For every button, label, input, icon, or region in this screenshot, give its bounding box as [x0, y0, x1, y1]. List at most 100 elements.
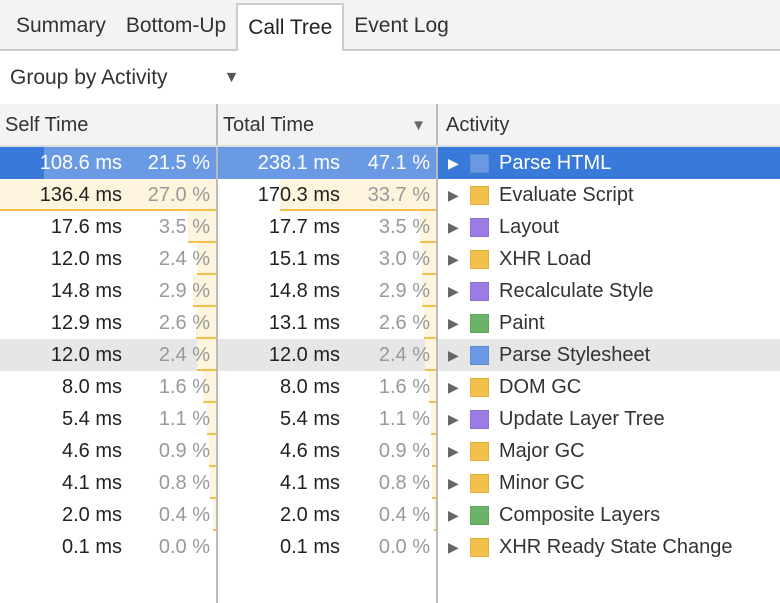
group-by-select[interactable]: Group by Activity ▼	[0, 51, 780, 104]
total-time-value: 15.1 ms	[218, 243, 340, 275]
table-row[interactable]: 8.0 ms 1.6 % 8.0 ms 1.6 % ▶ DOM GC	[0, 371, 780, 403]
self-time-percent: 1.1 %	[138, 403, 210, 435]
table-row[interactable]: 12.0 ms 2.4 % 12.0 ms 2.4 % ▶ Parse Styl…	[0, 339, 780, 371]
tab-bottom-up[interactable]: Bottom-Up	[116, 3, 236, 49]
table-row[interactable]: 4.1 ms 0.8 % 4.1 ms 0.8 % ▶ Minor GC	[0, 467, 780, 499]
category-color-swatch	[470, 538, 489, 557]
category-color-swatch	[470, 506, 489, 525]
total-time-percent: 33.7 %	[358, 179, 430, 211]
column-header-self-time[interactable]: Self Time	[0, 104, 218, 145]
activity-cell: ▶ XHR Ready State Change	[438, 531, 780, 563]
total-time-percent: 2.6 %	[358, 307, 430, 339]
tab-call-tree[interactable]: Call Tree	[236, 3, 344, 51]
expand-triangle-icon[interactable]: ▶	[448, 211, 470, 243]
self-time-percent: 27.0 %	[138, 179, 210, 211]
category-color-swatch	[470, 218, 489, 237]
expand-triangle-icon[interactable]: ▶	[448, 275, 470, 307]
self-time-percent: 2.4 %	[138, 339, 210, 371]
activity-cell: ▶ Update Layer Tree	[438, 403, 780, 435]
self-time-percent: 1.6 %	[138, 371, 210, 403]
total-time-percent: 3.5 %	[358, 211, 430, 243]
self-time-value: 17.6 ms	[0, 211, 122, 243]
total-time-bar	[434, 499, 436, 531]
column-header-total-time[interactable]: Total Time▼	[218, 104, 438, 145]
expand-triangle-icon[interactable]: ▶	[448, 499, 470, 531]
activity-name: Recalculate Style	[499, 275, 654, 307]
self-time-value: 2.0 ms	[0, 499, 122, 531]
expand-triangle-icon[interactable]: ▶	[448, 403, 470, 435]
table-row[interactable]: 17.6 ms 3.5 % 17.7 ms 3.5 % ▶ Layout	[0, 211, 780, 243]
total-time-cell: 13.1 ms 2.6 %	[218, 307, 438, 339]
total-time-percent: 0.4 %	[358, 499, 430, 531]
self-time-value: 136.4 ms	[0, 179, 122, 211]
tab-summary[interactable]: Summary	[6, 3, 116, 49]
activity-cell: ▶ DOM GC	[438, 371, 780, 403]
self-time-cell: 4.6 ms 0.9 %	[0, 435, 218, 467]
expand-triangle-icon[interactable]: ▶	[448, 243, 470, 275]
table-row[interactable]: 2.0 ms 0.4 % 2.0 ms 0.4 % ▶ Composite La…	[0, 499, 780, 531]
tab-bar: Summary Bottom-Up Call Tree Event Log	[0, 0, 780, 51]
category-color-swatch	[470, 346, 489, 365]
total-time-percent: 1.6 %	[358, 371, 430, 403]
table-row[interactable]: 0.1 ms 0.0 % 0.1 ms 0.0 % ▶ XHR Ready St…	[0, 531, 780, 563]
total-time-value: 4.1 ms	[218, 467, 340, 499]
activity-cell: ▶ Minor GC	[438, 467, 780, 499]
total-time-percent: 3.0 %	[358, 243, 430, 275]
total-time-cell: 170.3 ms 33.7 %	[218, 179, 438, 211]
total-time-cell: 4.1 ms 0.8 %	[218, 467, 438, 499]
self-time-value: 14.8 ms	[0, 275, 122, 307]
table-row[interactable]: 4.6 ms 0.9 % 4.6 ms 0.9 % ▶ Major GC	[0, 435, 780, 467]
category-color-swatch	[470, 282, 489, 301]
expand-triangle-icon[interactable]: ▶	[448, 339, 470, 371]
expand-triangle-icon[interactable]: ▶	[448, 179, 470, 211]
activity-cell: ▶ Evaluate Script	[438, 179, 780, 211]
total-time-cell: 14.8 ms 2.9 %	[218, 275, 438, 307]
total-time-value: 5.4 ms	[218, 403, 340, 435]
self-time-value: 0.1 ms	[0, 531, 122, 563]
self-time-percent: 2.4 %	[138, 243, 210, 275]
table-row[interactable]: 136.4 ms 27.0 % 170.3 ms 33.7 % ▶ Evalua…	[0, 179, 780, 211]
table-row[interactable]: 12.9 ms 2.6 % 13.1 ms 2.6 % ▶ Paint	[0, 307, 780, 339]
category-color-swatch	[470, 442, 489, 461]
expand-triangle-icon[interactable]: ▶	[448, 371, 470, 403]
table-row[interactable]: 5.4 ms 1.1 % 5.4 ms 1.1 % ▶ Update Layer…	[0, 403, 780, 435]
call-tree-grid: Self Time Total Time▼ Activity 108.6 ms …	[0, 104, 780, 603]
activity-name: Composite Layers	[499, 499, 660, 531]
expand-triangle-icon[interactable]: ▶	[448, 307, 470, 339]
column-header-total-label: Total Time	[223, 114, 314, 136]
self-time-cell: 4.1 ms 0.8 %	[0, 467, 218, 499]
total-time-percent: 47.1 %	[358, 147, 430, 179]
table-row[interactable]: 108.6 ms 21.5 % 238.1 ms 47.1 % ▶ Parse …	[0, 147, 780, 179]
column-header-activity[interactable]: Activity	[438, 104, 780, 145]
table-row[interactable]: 14.8 ms 2.9 % 14.8 ms 2.9 % ▶ Recalculat…	[0, 275, 780, 307]
self-time-cell: 8.0 ms 1.6 %	[0, 371, 218, 403]
tab-event-log[interactable]: Event Log	[344, 3, 459, 49]
activity-cell: ▶ Composite Layers	[438, 499, 780, 531]
expand-triangle-icon[interactable]: ▶	[448, 435, 470, 467]
self-time-value: 12.0 ms	[0, 243, 122, 275]
total-time-value: 8.0 ms	[218, 371, 340, 403]
activity-name: DOM GC	[499, 371, 581, 403]
category-color-swatch	[470, 314, 489, 333]
self-time-cell: 0.1 ms 0.0 %	[0, 531, 218, 563]
activity-name: XHR Load	[499, 243, 591, 275]
activity-cell: ▶ Parse HTML	[438, 147, 780, 179]
self-time-value: 4.1 ms	[0, 467, 122, 499]
expand-triangle-icon[interactable]: ▶	[448, 147, 470, 179]
total-time-percent: 1.1 %	[358, 403, 430, 435]
expand-triangle-icon[interactable]: ▶	[448, 531, 470, 563]
self-time-cell: 12.0 ms 2.4 %	[0, 243, 218, 275]
table-row[interactable]: 12.0 ms 2.4 % 15.1 ms 3.0 % ▶ XHR Load	[0, 243, 780, 275]
category-color-swatch	[470, 250, 489, 269]
expand-triangle-icon[interactable]: ▶	[448, 467, 470, 499]
total-time-cell: 0.1 ms 0.0 %	[218, 531, 438, 563]
total-time-cell: 5.4 ms 1.1 %	[218, 403, 438, 435]
self-time-cell: 5.4 ms 1.1 %	[0, 403, 218, 435]
total-time-value: 13.1 ms	[218, 307, 340, 339]
activity-name: Minor GC	[499, 467, 585, 499]
self-time-value: 12.0 ms	[0, 339, 122, 371]
self-time-percent: 0.0 %	[138, 531, 210, 563]
self-time-value: 4.6 ms	[0, 435, 122, 467]
self-time-cell: 14.8 ms 2.9 %	[0, 275, 218, 307]
total-time-cell: 12.0 ms 2.4 %	[218, 339, 438, 371]
